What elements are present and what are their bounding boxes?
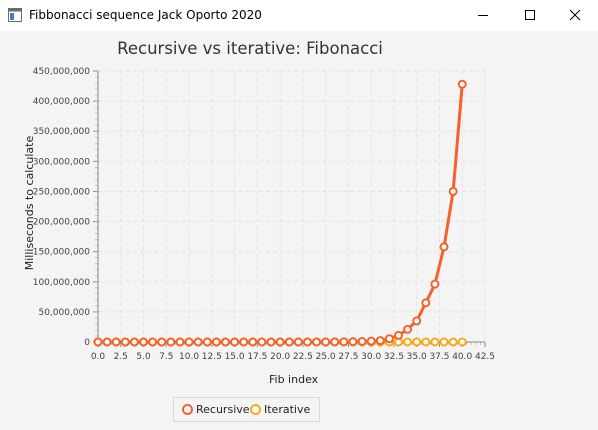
data-point-recursive bbox=[129, 337, 139, 347]
data-point-recursive bbox=[93, 337, 103, 347]
y-tick-label: 100,000,000 bbox=[33, 278, 91, 288]
data-point-recursive bbox=[457, 79, 467, 89]
data-point-recursive bbox=[348, 337, 358, 347]
y-tick-label: 450,000,000 bbox=[33, 67, 91, 77]
chart-panel: Recursive vs iterative: Fibonacci 0.0 2.5… bbox=[0, 31, 598, 430]
data-point-recursive bbox=[448, 186, 458, 196]
data-point-recursive bbox=[439, 242, 449, 252]
data-point-iterative bbox=[421, 337, 431, 347]
data-point-iterative bbox=[403, 337, 413, 347]
close-icon bbox=[569, 9, 581, 21]
maximize-button[interactable] bbox=[507, 0, 553, 31]
data-point-recursive bbox=[275, 337, 285, 347]
data-point-recursive bbox=[139, 337, 149, 347]
data-point-recursive bbox=[412, 316, 422, 326]
legend-symbol-iterative bbox=[250, 404, 261, 415]
x-tick-label: 12.5 bbox=[202, 352, 222, 362]
legend-symbol-recursive bbox=[182, 404, 193, 415]
data-point-recursive bbox=[202, 337, 212, 347]
app-window-icon bbox=[8, 8, 22, 22]
legend-item-recursive: Recursive bbox=[182, 403, 250, 416]
data-point-recursive bbox=[157, 337, 167, 347]
x-tick-label: 10.0 bbox=[179, 352, 199, 362]
x-tick-label: 5.0 bbox=[136, 352, 151, 362]
data-point-recursive bbox=[239, 337, 249, 347]
window-title: Fibbonacci sequence Jack Oporto 2020 bbox=[29, 8, 262, 22]
data-point-recursive bbox=[302, 337, 312, 347]
y-tick-label: 150,000,000 bbox=[33, 248, 91, 258]
legend-item-iterative: Iterative bbox=[250, 403, 310, 416]
data-point-recursive bbox=[375, 336, 385, 346]
x-tick-label: 37.5 bbox=[429, 352, 449, 362]
x-tick-label: 25.0 bbox=[316, 352, 336, 362]
x-tick-label: 7.5 bbox=[159, 352, 173, 362]
x-tick-label: 20.0 bbox=[270, 352, 290, 362]
chart-title: Recursive vs iterative: Fibonacci bbox=[117, 39, 383, 58]
x-tick-label: 30.0 bbox=[361, 352, 381, 362]
data-point-recursive bbox=[120, 337, 130, 347]
data-point-iterative bbox=[448, 337, 458, 347]
data-point-recursive bbox=[293, 337, 303, 347]
y-tick-label: 50,000,000 bbox=[38, 308, 90, 318]
data-point-iterative bbox=[439, 337, 449, 347]
data-point-recursive bbox=[284, 337, 294, 347]
data-point-recursive bbox=[211, 337, 221, 347]
plot-area bbox=[98, 71, 485, 342]
data-point-recursive bbox=[248, 337, 258, 347]
x-tick-label: 42.5 bbox=[475, 352, 495, 362]
legend-label-recursive: Recursive bbox=[196, 403, 250, 416]
data-point-recursive bbox=[257, 337, 267, 347]
y-tick-label: 400,000,000 bbox=[33, 97, 91, 107]
data-point-recursive bbox=[384, 334, 394, 344]
x-axis-label: Fib index bbox=[269, 373, 319, 386]
x-tick-label: 2.5 bbox=[114, 352, 128, 362]
x-tick-label: 35.0 bbox=[407, 352, 427, 362]
data-point-recursive bbox=[148, 337, 158, 347]
data-point-recursive bbox=[220, 337, 230, 347]
data-point-recursive bbox=[403, 324, 413, 334]
title-bar[interactable]: Fibbonacci sequence Jack Oporto 2020 bbox=[0, 0, 598, 32]
data-point-recursive bbox=[230, 337, 240, 347]
y-tick-label: 300,000,000 bbox=[33, 157, 91, 167]
chart-legend: Recursive Iterative bbox=[173, 397, 320, 422]
data-point-recursive bbox=[266, 337, 276, 347]
data-point-recursive bbox=[321, 337, 331, 347]
data-point-recursive bbox=[393, 330, 403, 340]
x-tick-label: 32.5 bbox=[384, 352, 404, 362]
x-tick-label: 27.5 bbox=[338, 352, 358, 362]
data-point-recursive bbox=[421, 298, 431, 308]
x-tick-label: 17.5 bbox=[247, 352, 267, 362]
x-tick-label: 0.0 bbox=[91, 352, 106, 362]
y-tick-label: 0 bbox=[84, 338, 90, 348]
data-point-recursive bbox=[166, 337, 176, 347]
minimize-icon bbox=[478, 15, 488, 16]
data-point-recursive bbox=[430, 279, 440, 289]
data-point-recursive bbox=[357, 336, 367, 346]
x-tick-label: 40.0 bbox=[452, 352, 472, 362]
data-point-iterative bbox=[457, 337, 467, 347]
y-tick-label: 350,000,000 bbox=[33, 127, 91, 137]
data-point-recursive bbox=[339, 337, 349, 347]
data-point-recursive bbox=[102, 337, 112, 347]
x-tick-label: 22.5 bbox=[293, 352, 313, 362]
y-tick-label: 250,000,000 bbox=[33, 187, 91, 197]
data-point-recursive bbox=[330, 337, 340, 347]
legend-label-iterative: Iterative bbox=[264, 403, 311, 416]
data-point-recursive bbox=[193, 337, 203, 347]
data-point-iterative bbox=[430, 337, 440, 347]
data-point-recursive bbox=[312, 337, 322, 347]
data-point-recursive bbox=[184, 337, 194, 347]
data-point-recursive bbox=[175, 337, 185, 347]
maximize-icon bbox=[525, 10, 535, 20]
close-button[interactable] bbox=[552, 0, 598, 31]
y-tick-label: 200,000,000 bbox=[33, 218, 91, 228]
data-point-recursive bbox=[111, 337, 121, 347]
line-chart: 0.0 2.5 5.0 7.5 10.0 12.5 15.0 17.5 20.0 22.5 25.0… bbox=[33, 67, 495, 362]
x-tick-label: 15.0 bbox=[225, 352, 245, 362]
y-axis-label: Milliseconds to calculate bbox=[23, 135, 36, 271]
data-point-recursive bbox=[366, 336, 376, 346]
data-point-iterative bbox=[412, 337, 422, 347]
minimize-button[interactable] bbox=[460, 0, 506, 31]
